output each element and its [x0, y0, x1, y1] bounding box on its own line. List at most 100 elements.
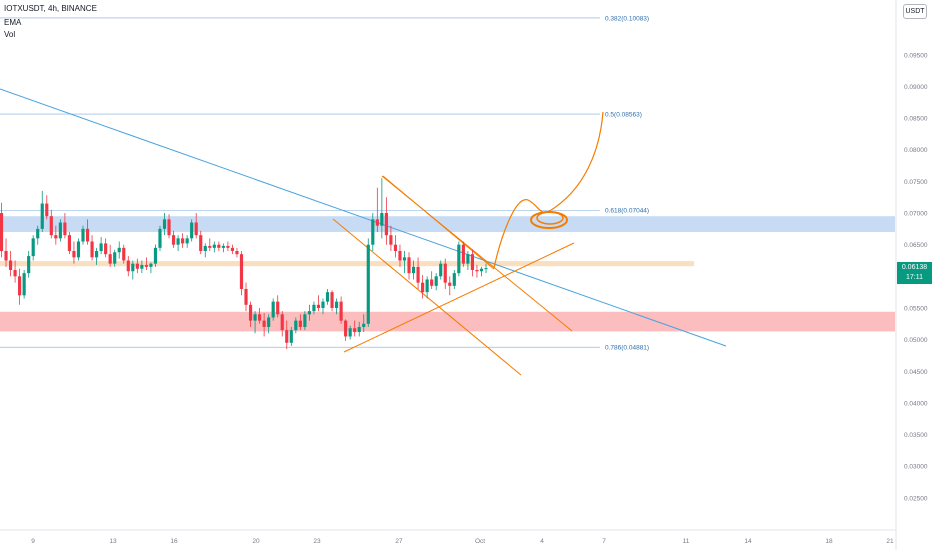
candle-body — [81, 228, 85, 242]
time-tick-label: 4 — [540, 538, 544, 545]
candle-body — [194, 222, 198, 236]
candle-body — [298, 320, 302, 327]
price-tick-label: 0.09000 — [904, 84, 928, 91]
candle-body — [185, 238, 189, 244]
candle-body — [22, 273, 26, 296]
candle-body — [131, 263, 135, 272]
price-tick-label: 0.08000 — [904, 147, 928, 154]
candle-body — [203, 245, 207, 252]
candle-body — [303, 314, 307, 327]
candle-body — [239, 254, 244, 289]
candle-body — [226, 245, 230, 248]
candle-body — [76, 241, 81, 258]
candle-body — [348, 328, 352, 337]
price-tick-label: 0.09500 — [904, 52, 928, 59]
candle-body — [244, 288, 248, 305]
candle-body — [248, 304, 253, 321]
candle-body — [411, 266, 416, 274]
candle-body — [466, 254, 470, 264]
candle-body — [339, 301, 343, 321]
candle-body — [230, 247, 235, 252]
candle-body — [108, 254, 112, 264]
price-tick-label: 0.07000 — [904, 211, 928, 218]
candle-body — [271, 301, 275, 318]
candle-body — [13, 269, 17, 277]
currency-badge[interactable]: USDT — [903, 4, 927, 19]
candle-body — [149, 263, 153, 267]
candle-body — [330, 292, 334, 308]
time-tick-label: 16 — [170, 538, 178, 545]
candle-body — [461, 244, 465, 264]
projection-path[interactable] — [493, 111, 604, 269]
time-tick-label: 9 — [31, 538, 35, 545]
pattern-line[interactable] — [382, 175, 495, 270]
candle-body — [27, 256, 31, 274]
candle-body — [362, 323, 366, 327]
candle-body — [416, 266, 420, 283]
price-tick-label: 0.07500 — [904, 179, 928, 186]
price-tick-label: 0.03500 — [904, 432, 928, 439]
candle-body — [262, 320, 266, 327]
candle-body — [85, 228, 90, 242]
candle-body — [4, 251, 8, 261]
candle-body — [353, 328, 357, 333]
price-tick-label: 0.04000 — [904, 400, 928, 407]
price-tick-label: 0.05500 — [904, 305, 928, 312]
candle-body — [208, 245, 212, 248]
candle-body — [135, 263, 139, 269]
price-tick-label: 0.02500 — [904, 495, 928, 502]
time-tick-label: 11 — [683, 538, 690, 545]
candle-body — [285, 330, 289, 343]
candle-body — [452, 273, 456, 286]
candle-body — [18, 276, 22, 296]
candle-body — [122, 247, 126, 261]
candle-body — [325, 292, 330, 302]
candle-body — [344, 320, 348, 337]
candle-body — [63, 222, 67, 236]
mid-zone — [0, 261, 694, 267]
bar-countdown: 17:11 — [906, 274, 923, 281]
time-tick-label: Oct — [475, 538, 485, 545]
fib-label: 0.5(0.08563) — [605, 112, 642, 119]
candle-body — [199, 235, 203, 252]
candle-body — [58, 222, 62, 239]
candle-body — [479, 268, 484, 272]
candle-body — [162, 219, 167, 229]
target-circle-inner — [536, 211, 564, 225]
candle-body — [144, 264, 148, 267]
fib-label: 0.382(0.10083) — [605, 15, 649, 22]
price-tick-label: 0.08500 — [904, 116, 928, 123]
candle-body — [312, 304, 316, 312]
candle-body — [357, 326, 361, 333]
candle-body — [45, 203, 49, 217]
candle-body — [171, 235, 176, 245]
candle-body — [457, 244, 461, 274]
time-tick-label: 23 — [313, 538, 321, 545]
time-tick-label: 7 — [602, 538, 606, 545]
candle-body — [176, 238, 180, 245]
candle-body — [212, 244, 216, 248]
price-tick-label: 0.06500 — [904, 242, 928, 249]
candle-body — [40, 203, 44, 229]
candle-body — [190, 222, 194, 239]
candle-body — [126, 260, 130, 272]
price-tick-label: 0.03000 — [904, 464, 928, 471]
ema-indicator-label[interactable]: EMA — [4, 18, 22, 27]
candle-body — [307, 311, 311, 315]
candle-body — [389, 235, 393, 245]
descending-trendline[interactable] — [0, 88, 727, 347]
candle-body — [67, 235, 72, 252]
candle-body — [380, 213, 384, 226]
time-tick-label: 20 — [252, 538, 260, 545]
pattern-line[interactable] — [343, 242, 575, 353]
last-price-tag: 0.06138 17:11 — [897, 262, 932, 284]
candle-body — [104, 243, 108, 255]
candle-body — [49, 216, 53, 236]
fib-label: 0.786(0.04881) — [605, 345, 649, 352]
candle-body — [484, 268, 488, 270]
candle-body — [99, 243, 103, 252]
candle-body — [54, 235, 58, 239]
fib-label: 0.618(0.07044) — [605, 208, 649, 215]
volume-indicator-label[interactable]: Vol — [4, 30, 16, 39]
